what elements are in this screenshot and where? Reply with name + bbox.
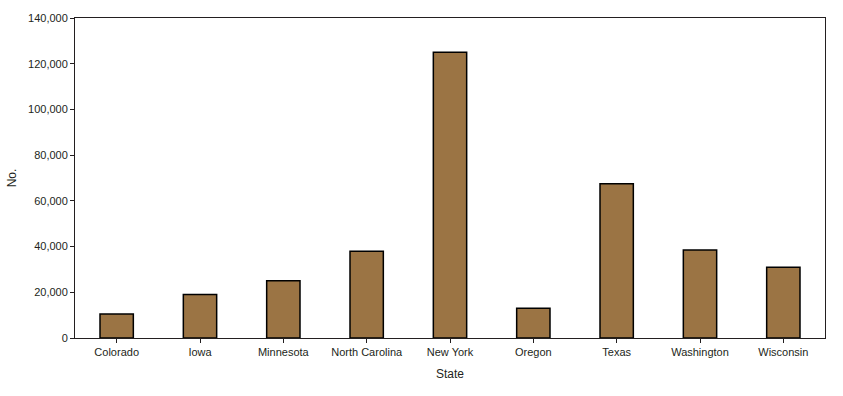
svg-text:New York: New York <box>427 346 474 358</box>
svg-text:State: State <box>436 367 464 381</box>
svg-text:20,000: 20,000 <box>34 286 68 298</box>
svg-text:Washington: Washington <box>671 346 729 358</box>
svg-text:100,000: 100,000 <box>28 103 68 115</box>
svg-text:0: 0 <box>62 332 68 344</box>
svg-text:Colorado: Colorado <box>94 346 139 358</box>
svg-text:40,000: 40,000 <box>34 240 68 252</box>
svg-text:120,000: 120,000 <box>28 58 68 70</box>
svg-text:Minnesota: Minnesota <box>258 346 310 358</box>
svg-text:80,000: 80,000 <box>34 149 68 161</box>
svg-text:North Carolina: North Carolina <box>331 346 403 358</box>
svg-text:140,000: 140,000 <box>28 12 68 24</box>
svg-text:Oregon: Oregon <box>515 346 552 358</box>
svg-text:Texas: Texas <box>602 346 631 358</box>
svg-text:No.: No. <box>5 169 19 188</box>
svg-text:Wisconsin: Wisconsin <box>758 346 808 358</box>
svg-text:60,000: 60,000 <box>34 195 68 207</box>
svg-text:Iowa: Iowa <box>188 346 212 358</box>
